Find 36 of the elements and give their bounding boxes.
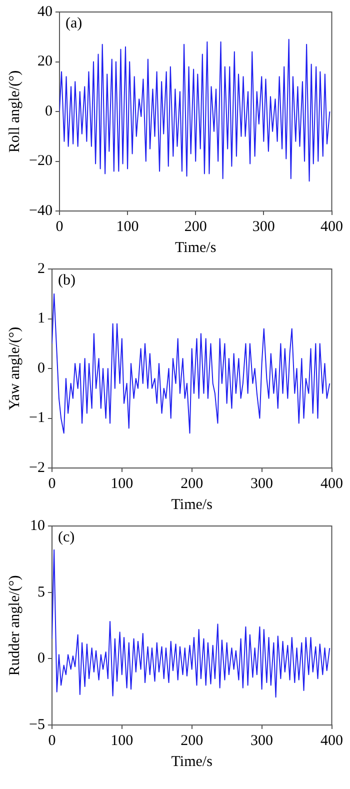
x-tick-label: 200 — [184, 218, 207, 235]
y-tick-label: 0 — [44, 103, 52, 120]
y-axis-title: Rudder angle/(°) — [6, 575, 23, 676]
x-tick-label: 400 — [320, 218, 343, 235]
y-tick-label: −5 — [28, 716, 45, 733]
x-tick-label: 100 — [110, 732, 134, 749]
y-tick-label: 2 — [37, 260, 45, 277]
x-tick-label: 0 — [56, 218, 64, 235]
y-tick-label: 10 — [30, 518, 45, 534]
x-tick-label: 400 — [320, 476, 343, 492]
y-tick-label: 1 — [37, 310, 45, 327]
y-tick-label: 40 — [37, 4, 52, 20]
x-tick-label: 200 — [180, 476, 204, 492]
annotation: (a) — [65, 15, 82, 32]
x-axis-title: Time/s — [175, 240, 216, 256]
y-axis-title: Yaw angle/(°) — [6, 326, 23, 410]
y-tick-label: 0 — [37, 650, 45, 667]
y-tick-label: −40 — [28, 202, 52, 219]
x-tick-label: 200 — [180, 732, 204, 749]
x-tick-label: 100 — [116, 218, 139, 235]
x-axis-title: Time/s — [171, 754, 213, 770]
x-tick-label: 100 — [110, 476, 134, 492]
x-axis-title: Time/s — [171, 496, 213, 513]
y-tick-label: −1 — [28, 410, 45, 426]
x-tick-label: 300 — [250, 476, 274, 492]
x-tick-label: 300 — [250, 732, 274, 749]
y-tick-label: 5 — [37, 584, 45, 600]
x-tick-label: 400 — [320, 732, 343, 749]
x-tick-label: 300 — [252, 218, 275, 235]
y-axis-title: Roll angle/(°) — [6, 70, 23, 153]
y-tick-label: 0 — [37, 360, 45, 376]
y-tick-label: −2 — [28, 460, 45, 476]
annotation: (c) — [58, 529, 75, 546]
y-tick-label: 20 — [37, 54, 52, 70]
annotation: (b) — [58, 272, 76, 288]
y-tick-label: −20 — [28, 153, 52, 170]
